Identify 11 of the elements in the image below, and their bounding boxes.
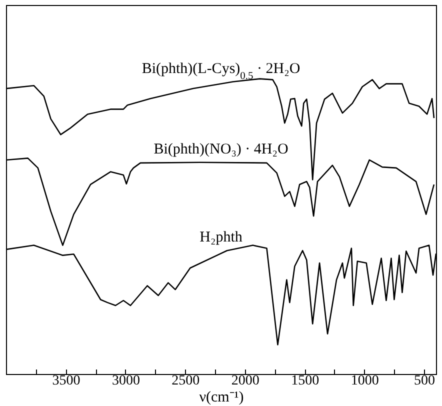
x-tick-label: 3500 xyxy=(52,374,80,388)
series-label: H₂phth xyxy=(200,230,243,246)
series-label: Bi(phth)(L-Cys)$_{0.5}$ · 2H₂O xyxy=(142,60,300,82)
x-axis-title: ν(cm⁻¹) xyxy=(199,390,244,406)
x-tick-label: 1500 xyxy=(291,374,320,388)
x-tick-label: 1000 xyxy=(350,374,379,388)
x-tick-label: 2500 xyxy=(172,374,200,388)
x-tick-label: 2000 xyxy=(231,374,260,388)
series-label: Bi(phth)(NO₃) · 4H₂O xyxy=(154,141,288,158)
x-tick-label: 500 xyxy=(414,374,436,388)
x-tick-label: 3000 xyxy=(112,374,140,388)
